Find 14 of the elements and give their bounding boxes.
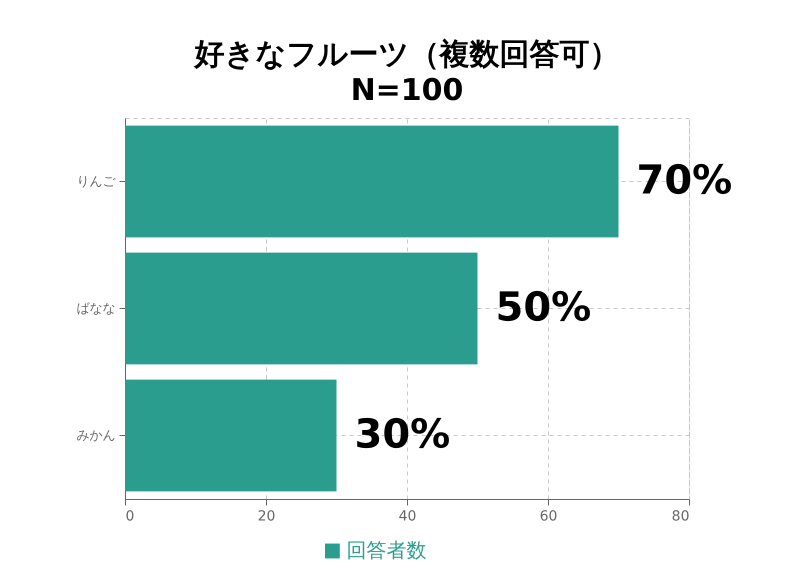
y-tick-label: りんご [76,174,116,190]
chart-title: 好きなフルーツ（複数回答可） [194,37,620,72]
legend-label: 回答者数 [346,538,426,562]
x-tick-label: 0 [126,508,134,524]
chart-subtitle: N=100 [350,73,464,108]
x-tick-label: 60 [540,508,558,524]
x-tick-label: 20 [258,508,276,524]
x-tick-label: 80 [672,508,690,524]
x-tick-label: 40 [398,508,416,524]
data-label: 30% [354,412,450,458]
y-tick-label: みかん [76,428,116,444]
data-label: 70% [636,158,732,204]
data-label: 50% [496,284,592,330]
y-tick-label: ばなな [76,302,116,316]
